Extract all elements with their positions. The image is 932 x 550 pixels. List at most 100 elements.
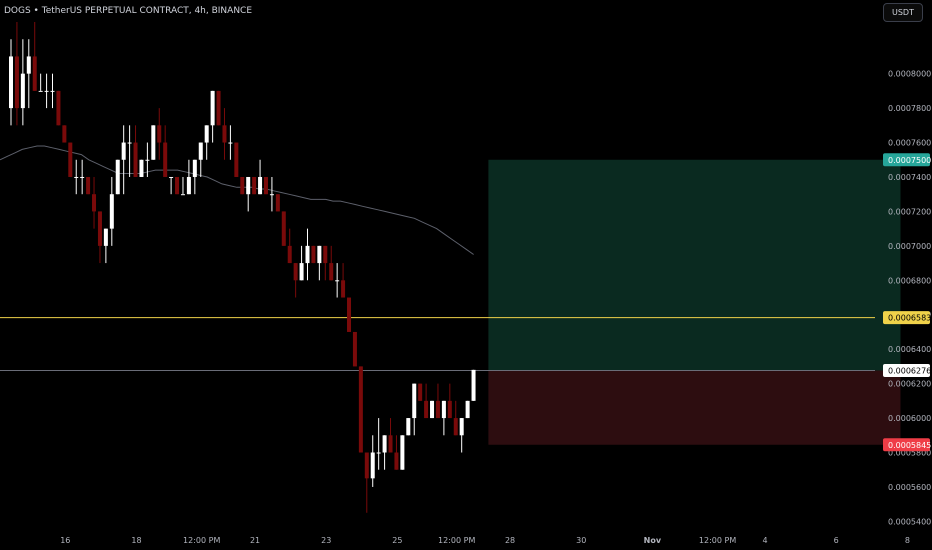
target-price-badge-text: 0.0007500 [888,156,931,165]
candle-body [180,194,185,196]
price-tick-label: 0.0005600 [888,483,931,492]
entry-price-badge-text: 0.0006276 [888,367,931,376]
candle-body [169,176,174,178]
candle [400,435,405,470]
candle [287,228,292,264]
candle-body [453,418,458,436]
candle-body [127,142,132,144]
candle-body [465,400,470,419]
candle-body [186,176,191,195]
price-tick-label: 0.0007600 [888,139,931,148]
time-axis[interactable]: 16 18 12:00 PM 21 23 25 12:00 PM 28 30 Nov 12:00 P… [60,536,932,545]
price-axis[interactable]: 0.0008000 0.0007800 0.0007600 0.0007400 0.00… [883,70,931,527]
price-tick-label: 0.0005400 [888,517,931,526]
target-zone[interactable] [488,159,901,371]
candle-body [20,73,25,109]
candle [299,245,304,281]
candle [370,435,375,487]
candle-body [80,176,85,178]
candle [62,125,67,143]
candle-body [139,159,144,177]
stop-price-badge[interactable]: 0.0005845 [883,438,931,452]
candle [127,125,132,177]
candle [44,73,49,109]
candle-body [418,383,423,401]
candle-body [163,142,168,177]
currency-button[interactable]: USDT [883,3,923,22]
price-tick-label: 0.0006200 [888,380,931,389]
candle-body [240,176,245,195]
chart-title: DOGS • TetherUS PERPETUAL CONTRACT, 4h, … [4,6,253,16]
candle-body [447,400,452,419]
stop-price-badge-text: 0.0005845 [888,441,931,450]
candle-body [341,280,346,298]
time-tick-label: 8 [905,536,910,545]
candle [228,125,233,160]
price-tick-label: 0.0007200 [888,207,931,216]
candle-body [92,194,97,212]
time-tick-label: 18 [131,536,141,545]
candle [246,176,251,212]
candle-body [252,176,257,195]
candle [406,418,411,436]
candle-body [424,400,429,419]
candle-body [50,90,55,92]
price-tick-label: 0.0007800 [888,104,931,113]
entry-price-badge[interactable]: 0.0006276 [883,364,931,378]
candle-body [305,245,310,264]
candle [269,176,274,212]
candle-body [388,435,393,453]
candle-body [115,159,120,195]
price-tick-label: 0.0008000 [888,70,931,79]
candle-body [441,400,446,419]
candle-body [335,280,340,282]
target-price-badge[interactable]: 0.0007500 [883,153,931,167]
price-tick-label: 0.0006000 [888,414,931,423]
candle-body [14,56,19,109]
resistance-price-badge[interactable]: 0.0006583 [883,311,931,325]
candle [145,142,150,177]
candle-body [352,331,357,367]
candle-body [74,176,79,178]
candle [441,400,446,436]
candle [275,194,280,212]
candle [175,176,180,195]
long-position-tool[interactable] [488,159,901,445]
candle-body [293,263,298,281]
candle [103,228,108,264]
candle [471,369,476,401]
time-tick-label: 6 [834,536,839,545]
candle-body [44,90,49,92]
candle-body [287,245,292,264]
candle [169,176,174,195]
candle [358,366,363,453]
candle [364,452,369,513]
candle-body [32,56,37,91]
candle [412,383,417,436]
candle-body [56,90,61,126]
candle [50,73,55,109]
target-price-badge-bg [883,153,930,167]
candle [311,245,316,264]
stop-zone[interactable] [488,370,901,445]
candle [305,228,310,281]
candle-body [103,228,108,246]
candle-body [412,383,417,419]
candle [180,176,185,196]
candle [133,125,138,177]
candlestick-series [9,22,476,513]
price-tick-label: 0.0005800 [888,449,931,458]
candle [347,297,352,332]
candle-body [62,125,67,143]
candle-body [471,369,476,401]
candle [121,125,126,195]
time-tick-label: 28 [505,536,515,545]
time-tick-label: 16 [60,536,70,545]
candle-body [26,56,31,74]
candle [435,383,440,419]
candle-body [311,245,316,264]
candle [157,108,162,160]
candle [222,108,227,160]
candle-body [347,297,352,332]
